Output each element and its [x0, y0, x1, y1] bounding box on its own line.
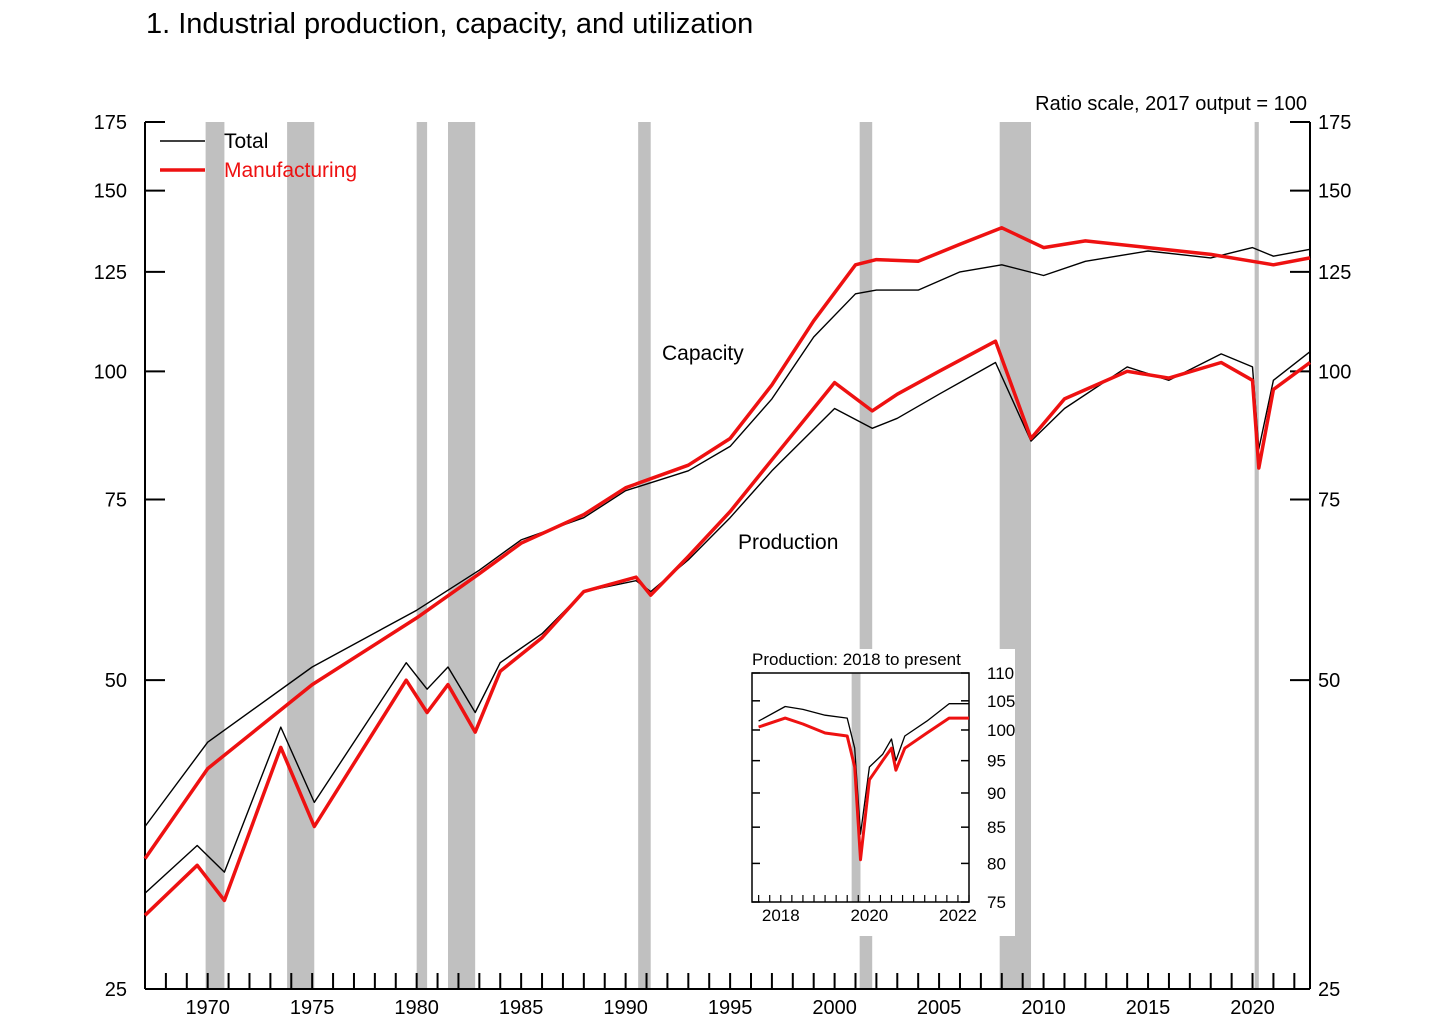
y-tick-label-left: 25 [105, 979, 127, 1001]
x-tick-label: 1985 [499, 997, 544, 1019]
inset-y-tick-label: 80 [987, 854, 1006, 873]
inset-x-tick-label: 2020 [850, 906, 888, 925]
inset-background [746, 649, 1015, 936]
y-tick-label-left: 125 [94, 262, 127, 284]
inset-y-tick-label: 85 [987, 818, 1006, 837]
inset-y-tick-label: 110 [987, 664, 1014, 683]
recession-band [416, 122, 428, 989]
y-tick-label-right: 125 [1318, 262, 1351, 284]
inset-x-tick-label: 2018 [762, 906, 800, 925]
y-tick-label-right: 50 [1318, 670, 1340, 692]
recession-band [1254, 122, 1259, 989]
recession-band [287, 122, 315, 989]
legend-label: Manufacturing [224, 159, 357, 182]
recession-band [448, 122, 476, 989]
production-manufacturing-line [143, 339, 1312, 917]
capacity-manufacturing-line [143, 226, 1311, 860]
x-tick-label: 2005 [917, 997, 962, 1019]
inset-frame [751, 672, 970, 903]
x-tick-label: 1990 [603, 997, 648, 1019]
y-tick-label-right: 25 [1318, 979, 1340, 1001]
annotation-production: Production [738, 531, 838, 554]
y-tick-label-right: 75 [1318, 490, 1340, 512]
y-tick-label-right: 175 [1318, 112, 1351, 134]
inset-x-tick-label: 2022 [939, 906, 977, 925]
recession-band [638, 122, 651, 989]
inset-y-tick-label: 90 [987, 784, 1006, 803]
inset-title: Production: 2018 to present [752, 650, 961, 669]
x-tick-label: 2015 [1126, 997, 1171, 1019]
scale-note: Ratio scale, 2017 output = 100 [1035, 93, 1307, 115]
y-tick-label-left: 150 [94, 181, 127, 203]
x-tick-label: 1995 [708, 997, 753, 1019]
figure-title: 1. Industrial production, capacity, and … [146, 8, 754, 40]
inset-y-tick-label: 105 [987, 692, 1015, 711]
y-tick-label-right: 150 [1318, 181, 1351, 203]
y-tick-label-right: 100 [1318, 361, 1351, 383]
y-tick-label-left: 175 [94, 112, 127, 134]
production-total-line [144, 351, 1311, 894]
x-tick-label: 1975 [290, 997, 335, 1019]
inset-y-tick-label: 95 [987, 752, 1006, 771]
y-tick-label-left: 50 [105, 670, 127, 692]
x-tick-label: 2020 [1230, 997, 1275, 1019]
capacity-total-line [144, 246, 1311, 827]
x-tick-label: 1980 [394, 997, 439, 1019]
x-tick-label: 2010 [1021, 997, 1066, 1019]
inset-total-line [758, 703, 969, 835]
inset-y-tick-label: 100 [987, 721, 1015, 740]
x-tick-label: 1970 [185, 997, 230, 1019]
recession-band [205, 122, 225, 989]
inset-y-tick-label: 75 [987, 893, 1006, 912]
y-tick-label-left: 75 [105, 490, 127, 512]
y-tick-label-left: 100 [94, 361, 127, 383]
inset-manufacturing-line [758, 716, 969, 862]
legend-label: Total [224, 130, 268, 153]
x-tick-label: 2000 [812, 997, 857, 1019]
annotation-capacity: Capacity [662, 342, 744, 365]
